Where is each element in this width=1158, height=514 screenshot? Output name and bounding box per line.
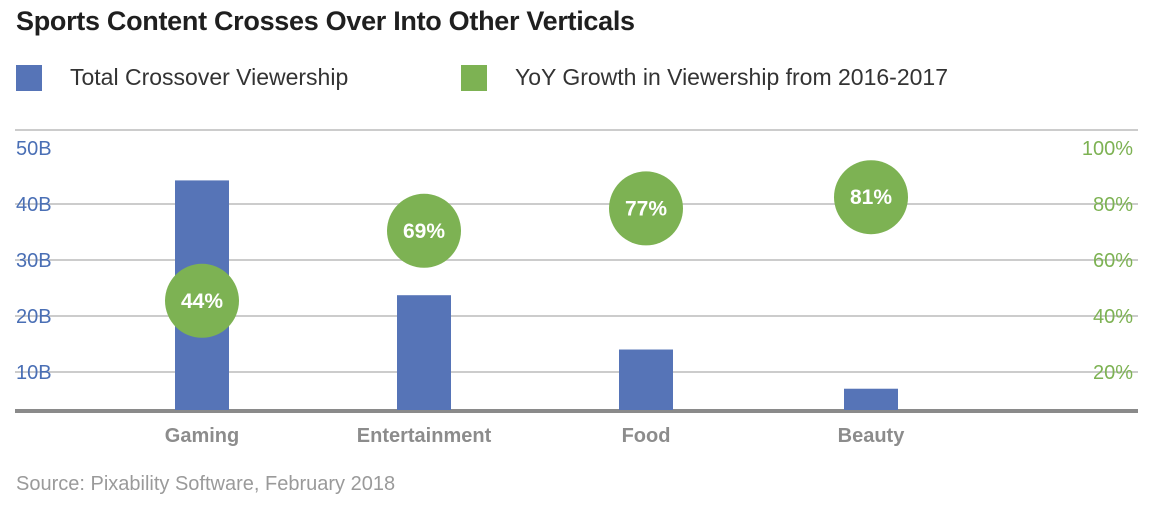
growth-data-label: 81% [850, 186, 892, 209]
bar-beauty [844, 388, 898, 410]
legend-item-viewership: Total Crossover Viewership [16, 64, 348, 91]
axis-labels: 10B 20B 30B 40B 50B 20% 40% 60% 80% 100% Gaming Ent… [16, 138, 1133, 447]
growth-marker-gaming [165, 263, 239, 338]
x-tick-label: Beauty [838, 425, 906, 447]
growth-data-label: 77% [625, 197, 667, 220]
legend-swatch-growth [461, 64, 487, 91]
legend-swatch-viewership [16, 64, 42, 91]
y-left-tick-label: 50B [16, 138, 52, 160]
source-note: Source: Pixability Software, February 20… [16, 473, 396, 495]
bar-entertainment [397, 295, 451, 410]
y-right-tick-label: 100% [1082, 138, 1133, 160]
y-left-tick-label: 20B [16, 306, 52, 328]
growth-marker-entertainment [387, 193, 461, 268]
y-right-tick-label: 80% [1093, 194, 1133, 216]
legend-label-growth: YoY Growth in Viewership from 2016-2017 [515, 64, 949, 90]
chart-title: Sports Content Crosses Over Into Other V… [16, 6, 635, 36]
growth-series: 44% 69% 77% 81% [165, 160, 908, 338]
x-tick-label: Entertainment [357, 425, 492, 447]
y-right-tick-label: 40% [1093, 306, 1133, 328]
bar-food [619, 349, 673, 410]
growth-data-label: 44% [181, 290, 223, 313]
x-tick-label: Gaming [165, 425, 239, 447]
y-left-tick-label: 10B [16, 362, 52, 384]
legend-item-growth: YoY Growth in Viewership from 2016-2017 [461, 64, 948, 91]
growth-marker-food [609, 171, 683, 246]
chart-legend: Total Crossover Viewership YoY Growth in… [16, 64, 1116, 94]
y-right-tick-label: 60% [1093, 250, 1133, 272]
y-left-tick-label: 40B [16, 194, 52, 216]
bar-series [175, 180, 898, 410]
legend-label-viewership: Total Crossover Viewership [70, 64, 349, 90]
growth-data-label: 69% [403, 220, 445, 243]
y-left-tick-label: 30B [16, 250, 52, 272]
y-right-tick-label: 20% [1093, 362, 1133, 384]
growth-marker-beauty [834, 160, 908, 235]
x-tick-label: Food [622, 425, 671, 447]
